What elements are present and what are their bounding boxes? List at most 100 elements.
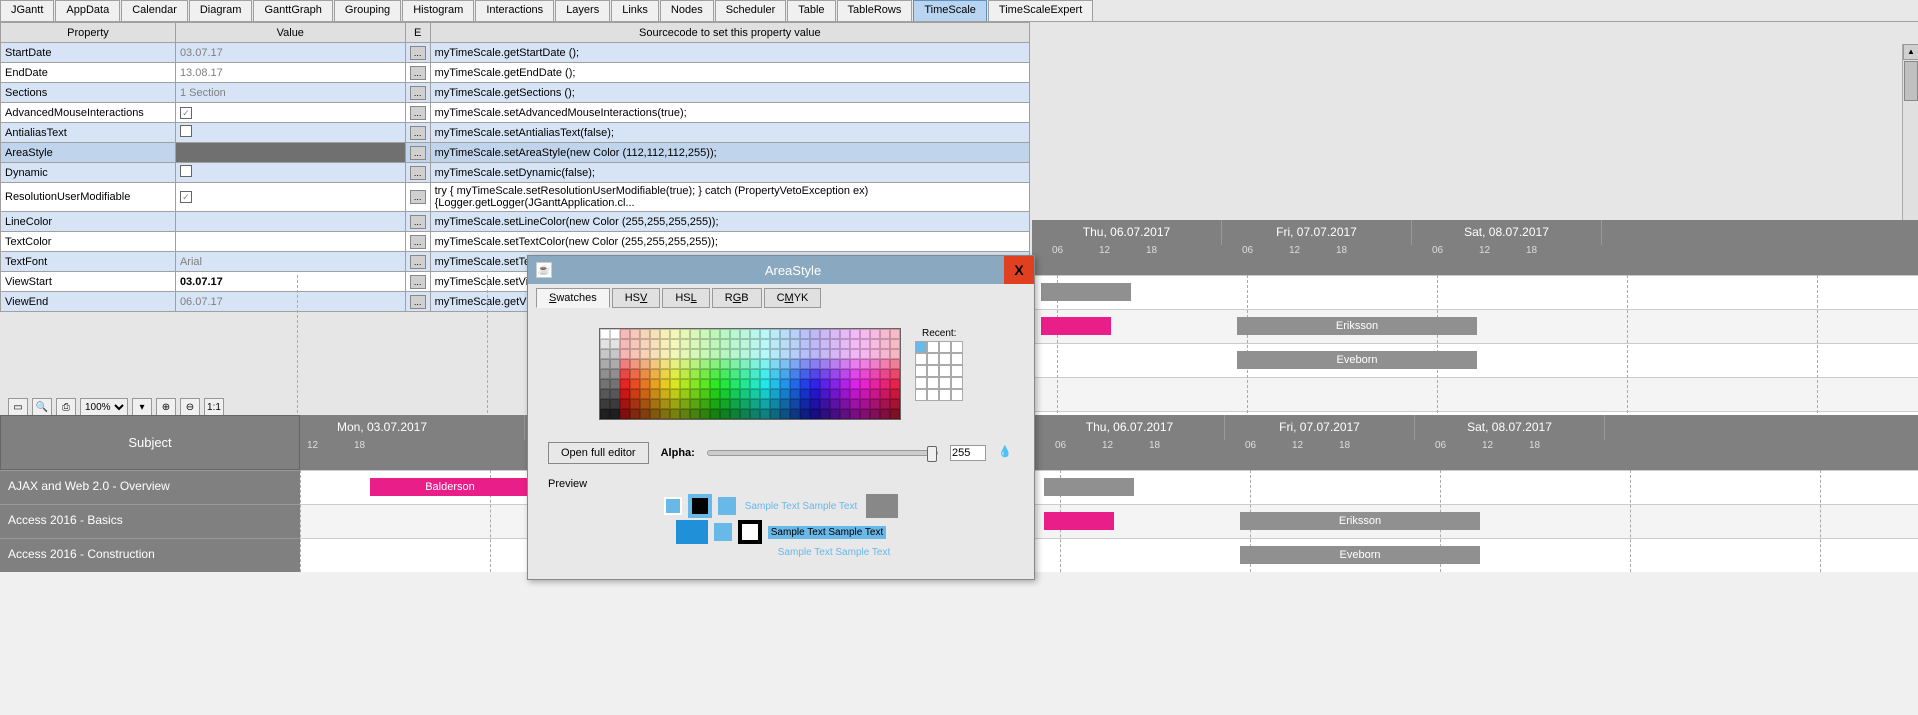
dropdown-icon[interactable]: ▾: [132, 398, 152, 416]
color-swatch[interactable]: [660, 349, 670, 359]
color-swatch[interactable]: [650, 339, 660, 349]
checkbox[interactable]: [180, 165, 192, 177]
gantt-subject-row[interactable]: Access 2016 - Basics: [0, 504, 300, 538]
color-swatch[interactable]: [610, 409, 620, 419]
recent-swatch[interactable]: [939, 365, 951, 377]
color-swatch[interactable]: [680, 399, 690, 409]
color-swatch[interactable]: [850, 349, 860, 359]
color-swatch[interactable]: [620, 399, 630, 409]
color-swatch[interactable]: [840, 339, 850, 349]
table-row[interactable]: StartDate03.07.17...myTimeScale.getStart…: [1, 43, 1030, 63]
color-swatch[interactable]: [800, 379, 810, 389]
color-swatch[interactable]: [840, 329, 850, 339]
color-swatch[interactable]: [830, 399, 840, 409]
tab-timescaleexpert[interactable]: TimeScaleExpert: [988, 0, 1093, 21]
color-swatch[interactable]: [840, 369, 850, 379]
color-swatch[interactable]: [730, 399, 740, 409]
color-swatch[interactable]: [730, 389, 740, 399]
gantt-bar[interactable]: [1044, 478, 1134, 496]
table-row[interactable]: LineColor...myTimeScale.setLineColor(new…: [1, 212, 1030, 232]
zoom-out-icon[interactable]: ⊖: [180, 398, 200, 416]
color-swatch[interactable]: [750, 339, 760, 349]
color-swatch[interactable]: [870, 389, 880, 399]
color-swatch[interactable]: [710, 389, 720, 399]
color-swatch[interactable]: [710, 399, 720, 409]
property-value[interactable]: Arial: [175, 252, 405, 272]
color-swatch[interactable]: [630, 359, 640, 369]
recent-swatch[interactable]: [951, 353, 963, 365]
color-swatch[interactable]: [860, 349, 870, 359]
color-swatch[interactable]: [820, 389, 830, 399]
color-swatch[interactable]: [610, 389, 620, 399]
color-swatch[interactable]: [870, 399, 880, 409]
color-swatch[interactable]: [700, 329, 710, 339]
color-swatch[interactable]: [610, 359, 620, 369]
color-swatch[interactable]: [800, 349, 810, 359]
color-swatch[interactable]: [680, 379, 690, 389]
color-swatch[interactable]: [790, 409, 800, 419]
color-swatch[interactable]: [620, 329, 630, 339]
color-swatch[interactable]: [710, 339, 720, 349]
color-swatch[interactable]: [720, 409, 730, 419]
table-row[interactable]: ResolutionUserModifiable✓...try { myTime…: [1, 183, 1030, 212]
color-swatch[interactable]: [740, 379, 750, 389]
color-swatch[interactable]: [630, 329, 640, 339]
table-row[interactable]: AntialiasText...myTimeScale.setAntialias…: [1, 123, 1030, 143]
color-swatch[interactable]: [650, 389, 660, 399]
color-swatch[interactable]: [830, 379, 840, 389]
color-swatch[interactable]: [740, 359, 750, 369]
property-value[interactable]: [175, 232, 405, 252]
color-swatch[interactable]: [860, 379, 870, 389]
color-swatch[interactable]: [770, 359, 780, 369]
color-swatch[interactable]: [830, 359, 840, 369]
color-swatch[interactable]: [890, 359, 900, 369]
color-swatch[interactable]: [730, 359, 740, 369]
recent-swatch[interactable]: [915, 389, 927, 401]
slider-thumb[interactable]: [927, 446, 937, 462]
color-swatch[interactable]: [660, 329, 670, 339]
property-value[interactable]: [175, 123, 405, 143]
color-swatch[interactable]: [670, 329, 680, 339]
color-swatch[interactable]: [640, 339, 650, 349]
color-swatch[interactable]: [840, 359, 850, 369]
color-swatch[interactable]: [640, 329, 650, 339]
edit-button[interactable]: ...: [410, 275, 426, 289]
color-swatch[interactable]: [830, 369, 840, 379]
color-swatch[interactable]: [860, 409, 870, 419]
property-value[interactable]: [175, 143, 405, 163]
color-swatch[interactable]: [660, 389, 670, 399]
color-swatch[interactable]: [670, 369, 680, 379]
color-swatch[interactable]: [680, 389, 690, 399]
color-swatch[interactable]: [730, 409, 740, 419]
color-swatch[interactable]: [700, 369, 710, 379]
color-swatch[interactable]: [600, 329, 610, 339]
recent-swatch[interactable]: [939, 353, 951, 365]
color-swatch[interactable]: [610, 339, 620, 349]
fit-button[interactable]: 1:1: [204, 398, 224, 416]
color-swatch[interactable]: [820, 409, 830, 419]
gantt-body-row[interactable]: [1032, 275, 1918, 309]
color-swatch[interactable]: [640, 369, 650, 379]
color-swatch[interactable]: [830, 339, 840, 349]
color-swatch[interactable]: [690, 369, 700, 379]
gantt-subject-row[interactable]: AJAX and Web 2.0 - Overview: [0, 470, 300, 504]
checkbox[interactable]: [180, 125, 192, 137]
table-row[interactable]: Sections1 Section...myTimeScale.getSecti…: [1, 83, 1030, 103]
alpha-input[interactable]: [950, 445, 986, 461]
color-swatch[interactable]: [750, 359, 760, 369]
color-swatch[interactable]: [620, 389, 630, 399]
color-swatch[interactable]: [610, 399, 620, 409]
color-swatch[interactable]: [680, 369, 690, 379]
color-swatch[interactable]: [760, 349, 770, 359]
color-swatch[interactable]: [650, 359, 660, 369]
recent-swatch[interactable]: [951, 389, 963, 401]
edit-button[interactable]: ...: [410, 215, 426, 229]
recent-swatch[interactable]: [927, 389, 939, 401]
color-swatch[interactable]: [740, 339, 750, 349]
color-swatch[interactable]: [850, 369, 860, 379]
color-swatch[interactable]: [710, 329, 720, 339]
color-swatch[interactable]: [800, 359, 810, 369]
color-swatch[interactable]: [720, 339, 730, 349]
color-swatch[interactable]: [890, 399, 900, 409]
tab-diagram[interactable]: Diagram: [189, 0, 253, 21]
